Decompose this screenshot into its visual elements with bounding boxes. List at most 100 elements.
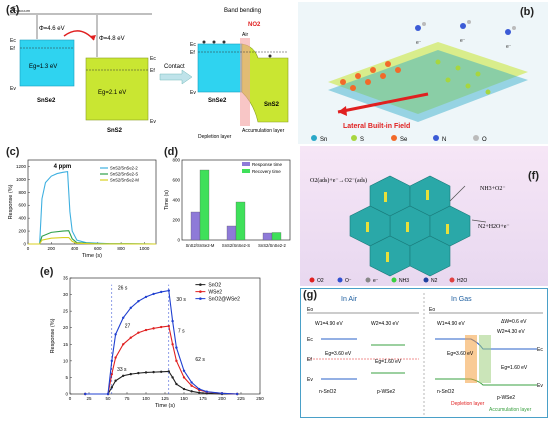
y-tick-label: 0 <box>23 242 26 247</box>
data-point <box>167 370 170 373</box>
data-point <box>129 372 132 376</box>
eg2-left: Eg=1.60 eV <box>375 359 402 365</box>
data-point <box>137 331 140 334</box>
data-point <box>167 289 170 292</box>
data-point <box>190 390 193 393</box>
data-point <box>144 295 148 299</box>
panel-g-label: (g) <box>303 289 318 301</box>
panel-f-label: (f) <box>528 170 539 182</box>
ec-label-3: Ec <box>190 42 196 48</box>
svg-text:O2: O2 <box>317 278 324 284</box>
y-tick-label: 15 <box>63 342 69 347</box>
depletion-label: Depletion layer <box>198 134 232 140</box>
legend-f: O2 O⁻ e⁻ NH3 N2 H2O <box>309 277 467 284</box>
panel-b-label: (b) <box>520 6 535 18</box>
x-axis-label: Time (s) <box>155 403 175 409</box>
data-point <box>122 374 125 377</box>
annot-33: 33 s <box>117 367 127 373</box>
x-tick-label: 150 <box>180 396 188 401</box>
ef-label-1: Ef <box>10 46 15 52</box>
series-line-0 <box>28 171 157 245</box>
x-tick-label: 400 <box>71 246 79 251</box>
data-point <box>110 372 114 376</box>
x-tick-label: 800 <box>117 246 125 251</box>
chart-d: 0 200 400 600 800 SnS2/SnSe2-M SnS2/SnSe2-S SnS… <box>164 158 291 248</box>
data-point <box>114 333 117 336</box>
legend-swatch-0 <box>242 162 250 166</box>
ev-label-1: Ev <box>10 86 16 92</box>
data-point <box>175 346 178 349</box>
y-axis-label: Response (%) <box>50 318 56 353</box>
svg-text:e⁻: e⁻ <box>506 44 512 50</box>
svg-text:e⁻: e⁻ <box>373 278 379 284</box>
y-tick-label: 5 <box>65 375 68 380</box>
svg-text:Se: Se <box>400 137 408 143</box>
w1-right: W1=4.90 eV <box>437 321 465 327</box>
svg-text:N: N <box>442 137 446 143</box>
series-line-1 <box>28 230 157 245</box>
chart-e: 0 25 50 75 100 125 150 175 200 225 250 0 5 10 15 20 25 30… <box>50 276 264 410</box>
data-point <box>205 390 208 393</box>
y-tick-label: 200 <box>172 218 180 223</box>
svg-text:e⁻: e⁻ <box>416 40 422 46</box>
y-tick-label: 20 <box>63 325 69 330</box>
plot-frame <box>69 277 261 395</box>
ef-g1: Ef <box>307 357 312 363</box>
lattice-layer-bottom <box>328 50 528 122</box>
data-point <box>182 387 186 391</box>
panel-b: Lateral Built-in Field e⁻ e⁻ e⁻ Sn S Se … <box>298 2 548 144</box>
snse2-label-2: SnSe2 <box>208 98 227 104</box>
data-point <box>122 343 125 346</box>
depletion-label-g: Depletion layer <box>451 401 485 407</box>
panel-d-label: (d) <box>164 146 179 158</box>
built-in-field-label: Lateral Built-in Field <box>343 123 410 130</box>
hexagon-grains <box>349 175 471 277</box>
data-point <box>171 343 174 346</box>
y-axis-label: Response (%) <box>8 184 14 219</box>
series-line-2 <box>28 236 157 245</box>
data-point <box>129 306 132 310</box>
category-label: SnS2/SnSe2-M <box>186 243 215 248</box>
nsno2-right: n-SnO2 <box>437 389 454 395</box>
panel-c: 0 200 400 600 800 1000 0 200 400 600 800 1000 1200 Ti… <box>2 146 162 264</box>
y-tick-label: 35 <box>63 276 69 281</box>
data-point <box>84 392 87 396</box>
data-point <box>182 369 186 372</box>
series-line-1 <box>85 325 238 395</box>
evacuum-label: Evacuum <box>12 7 31 13</box>
sensing-mechanism-f: O2(ads)+e⁻→O2⁻(ads) NH3+O2⁻ N2+H2O+e⁻ O2… <box>309 175 510 284</box>
x-tick-label: 125 <box>161 396 169 401</box>
data-point <box>220 392 224 395</box>
x-tick-label: 25 <box>86 396 92 401</box>
data-point <box>160 325 163 329</box>
svg-text:O⁻: O⁻ <box>345 278 352 284</box>
data-point <box>175 359 178 363</box>
eg2-right: Eg=1.60 eV <box>501 365 528 371</box>
air-label: Air <box>242 32 248 38</box>
legend-marker-0 <box>199 283 202 286</box>
data-point <box>198 391 201 394</box>
x-tick-label: 75 <box>124 396 130 401</box>
y-tick-label: 400 <box>18 216 26 221</box>
phi1-label: Φ=4.6 eV <box>39 26 65 32</box>
data-point <box>152 370 155 374</box>
ef-label-2: Ef <box>150 68 155 74</box>
legend-label-0: SnS2/SnSe2-2 <box>110 166 138 171</box>
eg1-label: Eg=1.3 eV <box>29 64 57 70</box>
x-tick-label: 600 <box>94 246 102 251</box>
eo-right: Eo <box>429 307 435 313</box>
category-label: SnS2/SnSe2-S <box>222 243 250 248</box>
annot-26: 26 s <box>118 286 128 292</box>
y-axis-label: Time (s) <box>164 190 170 210</box>
band-bending-label: Band bending <box>224 8 261 14</box>
legend-label-2: SnS2/SnSe2-M <box>110 178 139 183</box>
ec-g2: Ec <box>537 347 543 353</box>
depletion-region <box>240 38 250 126</box>
data-point <box>171 319 174 323</box>
ec-g1: Ec <box>307 337 313 343</box>
legend-label-2: SnO2@WSe2 <box>208 297 240 303</box>
w2-left: W2=4.30 eV <box>371 321 399 327</box>
y-tick-label: 400 <box>172 198 180 203</box>
legend-b: Sn S Se N O <box>311 135 487 143</box>
annot-7: 7 s <box>178 329 185 335</box>
